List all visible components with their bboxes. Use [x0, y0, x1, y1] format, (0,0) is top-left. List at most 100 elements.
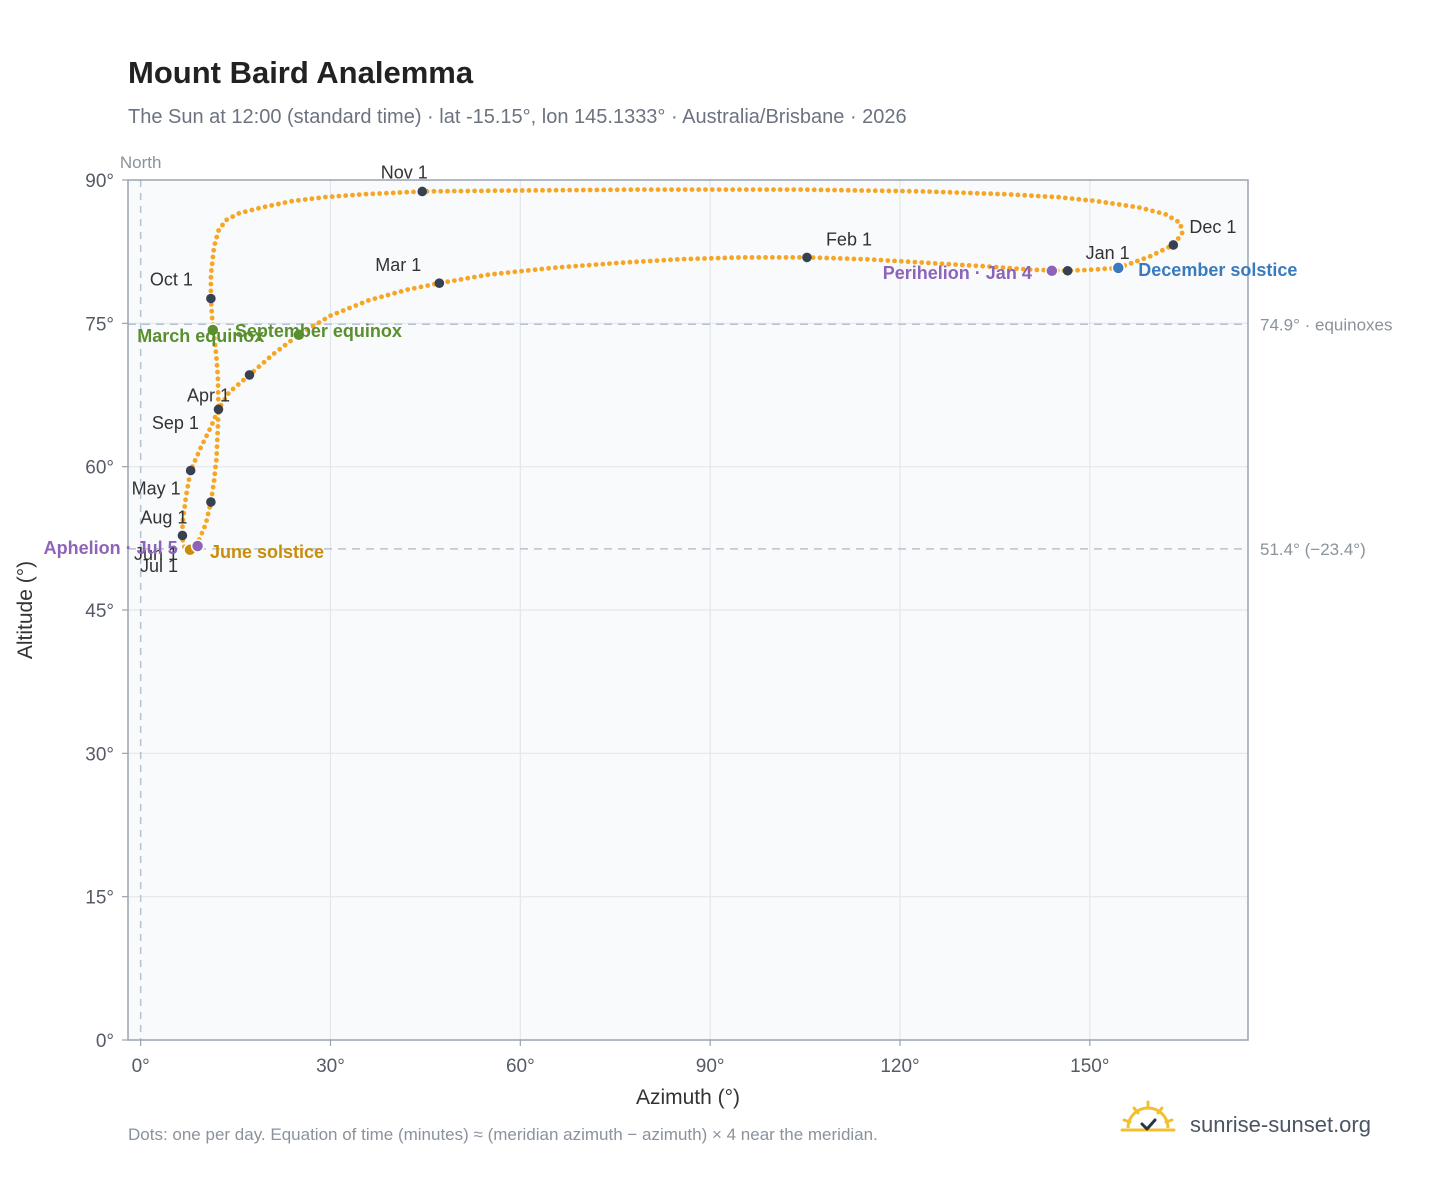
daily-sun-dot	[682, 187, 688, 193]
event-marker	[190, 539, 205, 553]
x-tick-label: 30°	[316, 1056, 345, 1077]
event-marker	[1045, 264, 1059, 278]
daily-sun-dot	[913, 188, 919, 194]
daily-sun-dot	[648, 187, 654, 193]
daily-sun-dot	[262, 204, 268, 210]
daily-sun-dot	[1147, 253, 1153, 259]
daily-sun-dot	[811, 187, 817, 193]
daily-sun-dot	[385, 292, 391, 298]
month-marker-label: Apr 1	[187, 385, 230, 405]
daily-sun-dot	[898, 258, 904, 264]
chart-title: Mount Baird Analemma	[128, 55, 474, 90]
daily-sun-dot	[852, 188, 858, 193]
daily-sun-dot	[1029, 193, 1034, 199]
daily-sun-dot	[851, 256, 857, 262]
daily-sun-dot	[296, 197, 301, 203]
event-marker	[292, 328, 306, 342]
daily-sun-dot	[939, 261, 945, 267]
daily-sun-dot	[398, 289, 404, 294]
daily-sun-dot	[968, 190, 973, 196]
daily-sun-dot	[770, 255, 775, 260]
daily-sun-dot	[211, 247, 217, 253]
daily-sun-dot	[215, 430, 221, 436]
daily-sun-dot	[452, 278, 457, 283]
daily-sun-dot	[209, 268, 214, 273]
daily-sun-dot	[817, 255, 823, 261]
daily-sun-dot	[282, 342, 288, 348]
daily-sun-dot	[927, 189, 932, 195]
daily-sun-dot	[627, 259, 633, 265]
daily-sun-dot	[209, 491, 215, 497]
daily-sun-dot	[212, 335, 217, 341]
daily-sun-dot	[183, 497, 189, 503]
y-tick-label: 60°	[85, 458, 114, 479]
daily-sun-dot	[628, 187, 634, 193]
daily-sun-dot	[620, 260, 626, 266]
daily-sun-dot	[879, 188, 885, 194]
daily-sun-dot	[839, 187, 844, 193]
daily-sun-dot	[798, 187, 803, 193]
daily-sun-dot	[353, 303, 359, 308]
daily-sun-dot	[431, 188, 437, 194]
daily-sun-dot	[304, 327, 310, 333]
daily-sun-dot	[379, 294, 384, 300]
month-marker	[213, 404, 224, 415]
daily-sun-dot	[702, 256, 707, 261]
north-label: North	[120, 153, 162, 172]
daily-sun-dot	[993, 264, 999, 270]
daily-sun-dot	[479, 188, 484, 194]
daily-sun-dot	[723, 187, 729, 193]
daily-sun-dot	[207, 427, 213, 433]
daily-sun-dot	[546, 265, 551, 271]
daily-sun-dot	[1076, 196, 1082, 202]
daily-sun-dot	[478, 273, 484, 279]
daily-sun-dot	[256, 364, 262, 370]
daily-sun-dot	[655, 187, 661, 193]
daily-sun-dot	[425, 283, 431, 288]
daily-sun-dot	[771, 187, 776, 193]
y-axis-label: Altitude (°)	[14, 561, 37, 659]
daily-sun-dot	[600, 261, 606, 267]
daily-sun-dot	[340, 308, 346, 313]
daily-sun-dot	[1163, 212, 1169, 217]
reference-line-label: 74.9° · equinoxes	[1260, 315, 1393, 334]
daily-sun-dot	[492, 188, 498, 194]
month-marker-label: Sep 1	[152, 413, 199, 433]
daily-sun-dot	[198, 445, 204, 451]
daily-sun-dot	[519, 188, 525, 193]
daily-sun-dot	[384, 190, 389, 196]
daily-sun-dot	[539, 266, 545, 272]
daily-sun-dot	[954, 190, 960, 196]
daily-sun-dot	[204, 518, 210, 523]
daily-sun-dot	[525, 268, 531, 273]
daily-sun-dot	[182, 504, 188, 509]
daily-sun-dot	[392, 290, 397, 296]
daily-sun-dot	[946, 261, 952, 267]
daily-sun-dot	[1069, 196, 1075, 202]
daily-sun-dot	[323, 194, 328, 200]
daily-sun-dot	[567, 187, 573, 193]
daily-sun-dot	[186, 477, 192, 483]
event-label: Perihelion · Jan 4	[883, 263, 1032, 283]
month-marker-label: Oct 1	[150, 269, 193, 289]
daily-sun-dot	[1056, 194, 1061, 200]
daily-sun-dot	[805, 187, 810, 193]
daily-sun-dot	[185, 483, 191, 489]
daily-sun-dot	[797, 255, 802, 260]
y-tick-label: 45°	[85, 601, 114, 622]
daily-sun-dot	[1128, 260, 1134, 266]
daily-sun-dot	[209, 315, 215, 321]
daily-sun-dot	[209, 308, 215, 314]
daily-sun-dot	[932, 261, 938, 266]
daily-sun-dot	[676, 187, 681, 193]
daily-sun-dot	[981, 191, 987, 196]
brand-name: sunrise-sunset.org	[1190, 1112, 1371, 1137]
daily-sun-dot	[661, 257, 667, 263]
event-label: March equinox	[137, 326, 264, 346]
daily-sun-dot	[681, 256, 687, 262]
reference-lines: North 74.9° · equinoxes 51.4° (−23.4°)	[120, 153, 1393, 1040]
daily-sun-dot	[831, 255, 836, 261]
daily-sun-dot	[1143, 206, 1149, 212]
daily-sun-dot	[271, 351, 277, 356]
daily-sun-dot	[1156, 210, 1162, 216]
